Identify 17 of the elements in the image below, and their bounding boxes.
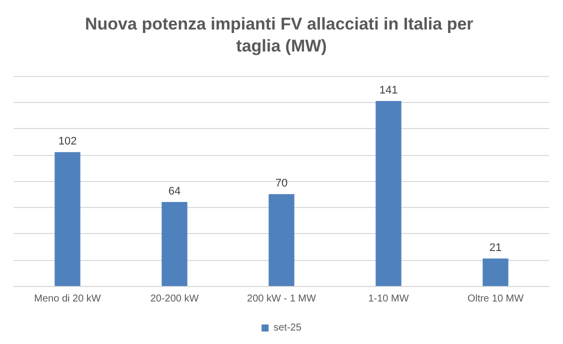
bar xyxy=(376,100,402,286)
bar xyxy=(268,194,294,286)
data-label: 141 xyxy=(379,84,398,96)
x-tick-label: 200 kW - 1 MW xyxy=(247,294,317,304)
x-tick-label: 1-10 MW xyxy=(368,294,410,304)
chart-title: Nuova potenza impianti FV allacciati in Italia per taglia (MW) xyxy=(85,14,478,56)
x-tick-label: Meno di 20 kW xyxy=(34,294,102,304)
bar xyxy=(54,152,80,286)
data-label: 70 xyxy=(275,178,288,190)
legend-label: set-25 xyxy=(274,322,302,334)
data-label: 21 xyxy=(489,242,502,254)
data-label: 102 xyxy=(58,136,77,148)
bar xyxy=(162,202,188,286)
data-label: 64 xyxy=(168,186,181,198)
bar xyxy=(482,258,508,286)
x-tick-label: 20-200 kW xyxy=(150,294,200,304)
x-tick-label: Oltre 10 MW xyxy=(467,294,524,304)
